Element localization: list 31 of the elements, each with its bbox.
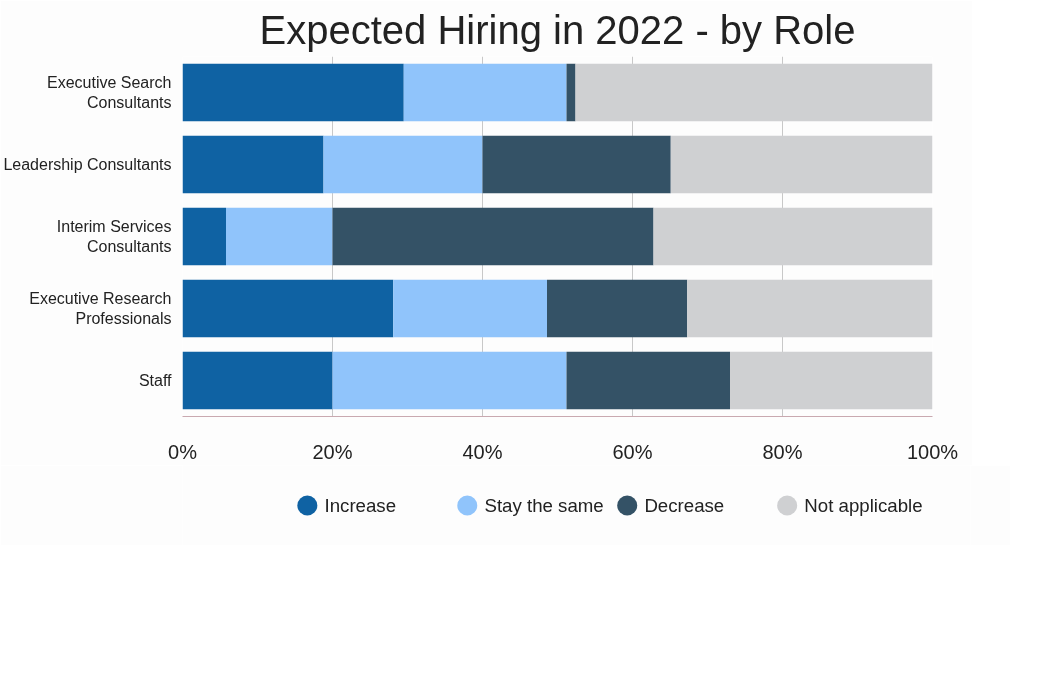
bar xyxy=(482,135,671,194)
bar xyxy=(547,279,688,338)
x-tick-label: 100% xyxy=(906,440,959,463)
bar xyxy=(393,279,547,338)
bar xyxy=(182,63,404,122)
x-tick-label: 0% xyxy=(168,440,198,463)
bar xyxy=(332,207,654,266)
legend-label: Not applicable xyxy=(804,495,923,516)
legend-label: Stay the same xyxy=(484,495,604,516)
x-tick-label: 40% xyxy=(462,440,503,463)
y-tick-label: Executive Search Consultants xyxy=(46,73,172,112)
bar xyxy=(566,351,730,410)
bar xyxy=(182,207,226,266)
chart-title: Expected Hiring in 2022 - by Role xyxy=(259,7,856,52)
y-tick-label: Leadership Consultants xyxy=(3,156,172,173)
x-tick-label: 80% xyxy=(762,440,803,463)
bar xyxy=(403,63,567,122)
bar xyxy=(182,351,333,410)
bar xyxy=(323,135,483,194)
y-tick-label: Interim Services Consultants xyxy=(56,217,172,256)
legend-label: Decrease xyxy=(644,495,725,516)
legend-label: Increase xyxy=(324,495,397,516)
x-tick-label: 20% xyxy=(312,440,353,463)
y-tick-label: Executive Research Professionals xyxy=(29,289,172,328)
bar xyxy=(566,63,576,122)
bar xyxy=(182,135,324,194)
x-tick-label: 60% xyxy=(612,440,653,463)
bar xyxy=(182,279,394,338)
y-tick-label: Staff xyxy=(138,372,173,389)
bar xyxy=(332,351,567,410)
bar xyxy=(226,207,333,266)
